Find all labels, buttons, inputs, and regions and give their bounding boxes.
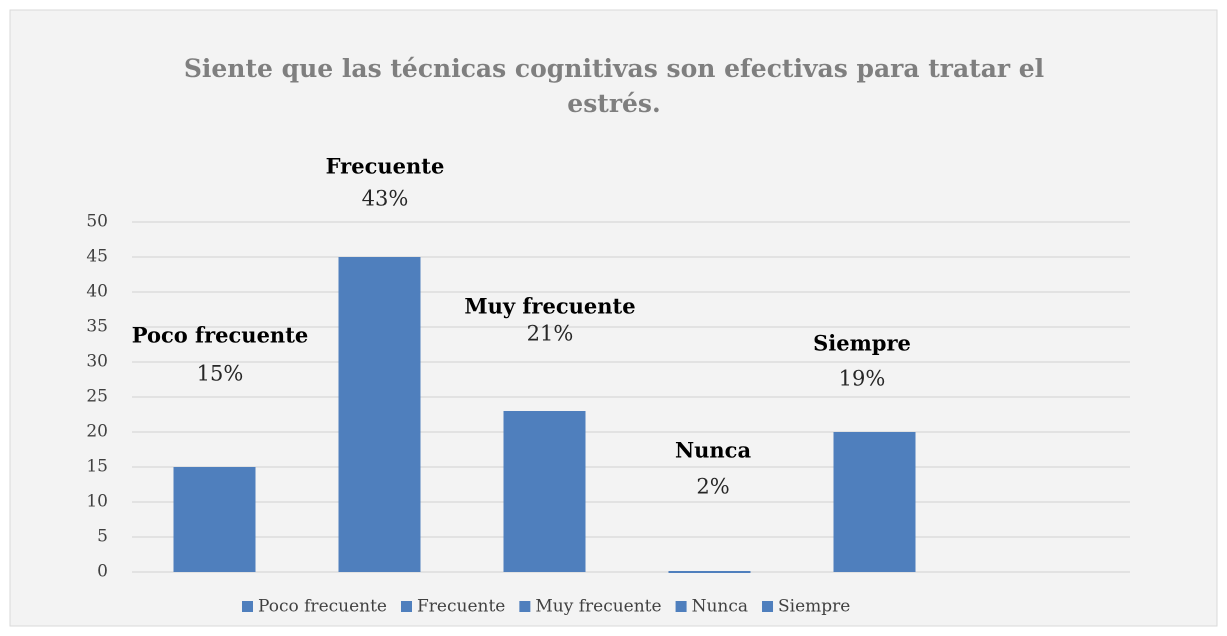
legend-label: Nunca <box>692 597 748 617</box>
legend-swatch <box>519 601 531 612</box>
legend-label: Siempre <box>778 597 850 617</box>
data-label-percent: 2% <box>696 475 729 499</box>
bar <box>338 257 421 572</box>
y-tick-label: 20 <box>86 422 108 442</box>
y-tick-label: 35 <box>86 317 108 337</box>
data-label-percent: 19% <box>839 367 886 391</box>
data-label-percent: 21% <box>527 322 574 346</box>
y-tick-label: 50 <box>86 212 108 232</box>
bar <box>833 432 916 572</box>
legend-label: Frecuente <box>417 597 505 617</box>
y-tick-label: 0 <box>97 562 108 582</box>
y-tick-label: 40 <box>86 282 108 302</box>
data-label-name: Siempre <box>813 331 911 356</box>
bar <box>173 467 256 572</box>
legend-label: Muy frecuente <box>535 597 661 617</box>
data-label-percent: 15% <box>197 362 244 386</box>
chart-title: Siente que las técnicas cognitivas son e… <box>184 54 1044 118</box>
y-tick-label: 10 <box>86 492 108 512</box>
legend-swatch <box>762 601 774 612</box>
y-tick-label: 25 <box>86 387 108 407</box>
y-tick-label: 15 <box>86 457 108 477</box>
y-tick-label: 45 <box>86 247 108 267</box>
data-label-name: Poco frecuente <box>132 323 309 348</box>
bar <box>668 571 751 573</box>
y-tick-label: 5 <box>97 527 108 547</box>
legend-label: Poco frecuente <box>258 597 387 617</box>
data-label-percent: 43% <box>362 187 409 211</box>
data-label-name: Muy frecuente <box>464 294 635 319</box>
legend-swatch <box>401 601 412 612</box>
legend-swatch <box>242 601 253 612</box>
legend-swatch <box>675 601 687 612</box>
data-label-name: Nunca <box>675 438 752 463</box>
data-label-name: Frecuente <box>326 154 445 179</box>
y-tick-label: 30 <box>86 352 108 372</box>
bar <box>503 411 586 572</box>
